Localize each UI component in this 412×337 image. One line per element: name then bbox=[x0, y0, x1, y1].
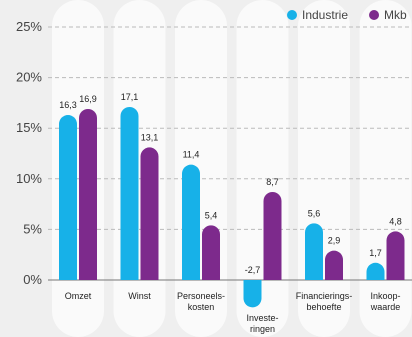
value-label: 1,7 bbox=[369, 248, 382, 258]
bar bbox=[140, 147, 159, 280]
bar bbox=[325, 250, 343, 280]
value-label: 13,1 bbox=[141, 132, 159, 142]
value-label: -2,7 bbox=[245, 265, 261, 275]
bar bbox=[305, 223, 323, 280]
y-tick-label: 10% bbox=[16, 171, 42, 186]
value-label: 16,3 bbox=[59, 100, 77, 110]
bar bbox=[243, 280, 262, 308]
column-bg bbox=[359, 0, 412, 337]
legend-swatch bbox=[369, 10, 380, 20]
x-tick-label: Investe- ringen bbox=[246, 313, 279, 335]
value-label: 11,4 bbox=[183, 150, 200, 160]
value-label: 16,9 bbox=[79, 94, 97, 104]
legend-label: Industrie bbox=[302, 8, 348, 22]
column-bg bbox=[298, 0, 350, 337]
x-tick-label: Winst bbox=[128, 291, 151, 301]
value-label: 2,9 bbox=[328, 236, 341, 246]
bar bbox=[59, 115, 77, 281]
y-tick-label: 5% bbox=[23, 221, 42, 236]
y-tick-label: 15% bbox=[16, 120, 42, 135]
bar bbox=[202, 225, 220, 280]
x-tick-label: Financierings- behoefte bbox=[295, 291, 353, 312]
value-label: 8,7 bbox=[266, 177, 279, 187]
bar bbox=[366, 262, 385, 280]
bar bbox=[120, 106, 139, 280]
column-bg bbox=[175, 0, 227, 337]
legend-label: Mkb bbox=[384, 8, 407, 22]
value-label: 17,1 bbox=[121, 92, 139, 102]
value-label: 4,8 bbox=[389, 216, 402, 226]
y-tick-label: 25% bbox=[16, 19, 42, 34]
x-tick-label: Omzet bbox=[64, 291, 92, 301]
bar bbox=[182, 164, 200, 280]
legend-swatch bbox=[287, 10, 297, 20]
y-tick-label: 0% bbox=[23, 272, 42, 287]
bar bbox=[79, 108, 97, 280]
value-label: 5,6 bbox=[308, 208, 321, 218]
value-label: 5,4 bbox=[205, 210, 218, 220]
bar bbox=[263, 191, 282, 280]
x-tick-label: Inkoop- waarde bbox=[370, 291, 401, 312]
bar bbox=[386, 231, 405, 280]
y-tick-label: 20% bbox=[16, 70, 42, 85]
x-tick-label: Personeels- kosten bbox=[176, 291, 226, 312]
